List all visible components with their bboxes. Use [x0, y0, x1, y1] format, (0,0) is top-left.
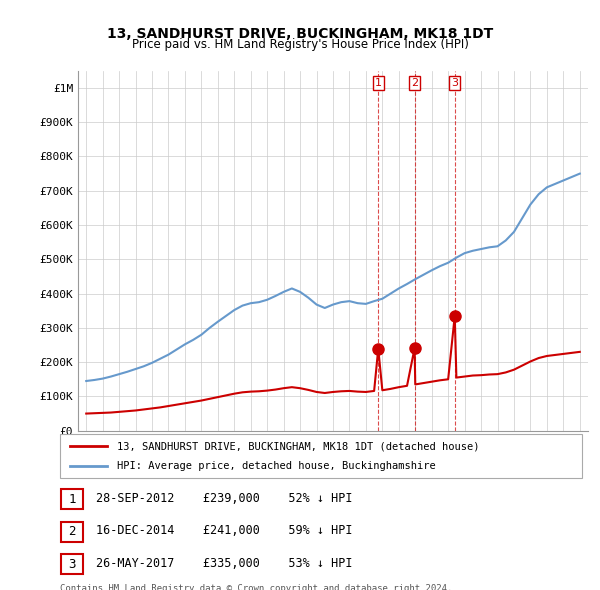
- Text: 3: 3: [68, 558, 76, 571]
- Text: 2: 2: [68, 525, 76, 538]
- Text: Price paid vs. HM Land Registry's House Price Index (HPI): Price paid vs. HM Land Registry's House …: [131, 38, 469, 51]
- Text: 3: 3: [451, 78, 458, 88]
- Text: 13, SANDHURST DRIVE, BUCKINGHAM, MK18 1DT: 13, SANDHURST DRIVE, BUCKINGHAM, MK18 1D…: [107, 27, 493, 41]
- FancyBboxPatch shape: [61, 554, 83, 574]
- Text: 1: 1: [375, 78, 382, 88]
- FancyBboxPatch shape: [61, 489, 83, 509]
- Text: 1: 1: [68, 493, 76, 506]
- FancyBboxPatch shape: [61, 522, 83, 542]
- Text: 2: 2: [411, 78, 418, 88]
- Text: Contains HM Land Registry data © Crown copyright and database right 2024.: Contains HM Land Registry data © Crown c…: [60, 584, 452, 590]
- Text: 13, SANDHURST DRIVE, BUCKINGHAM, MK18 1DT (detached house): 13, SANDHURST DRIVE, BUCKINGHAM, MK18 1D…: [118, 441, 480, 451]
- FancyBboxPatch shape: [60, 434, 582, 478]
- Text: HPI: Average price, detached house, Buckinghamshire: HPI: Average price, detached house, Buck…: [118, 461, 436, 470]
- Text: 26-MAY-2017    £335,000    53% ↓ HPI: 26-MAY-2017 £335,000 53% ↓ HPI: [96, 557, 353, 570]
- Text: 28-SEP-2012    £239,000    52% ↓ HPI: 28-SEP-2012 £239,000 52% ↓ HPI: [96, 492, 353, 505]
- Text: 16-DEC-2014    £241,000    59% ↓ HPI: 16-DEC-2014 £241,000 59% ↓ HPI: [96, 525, 353, 537]
